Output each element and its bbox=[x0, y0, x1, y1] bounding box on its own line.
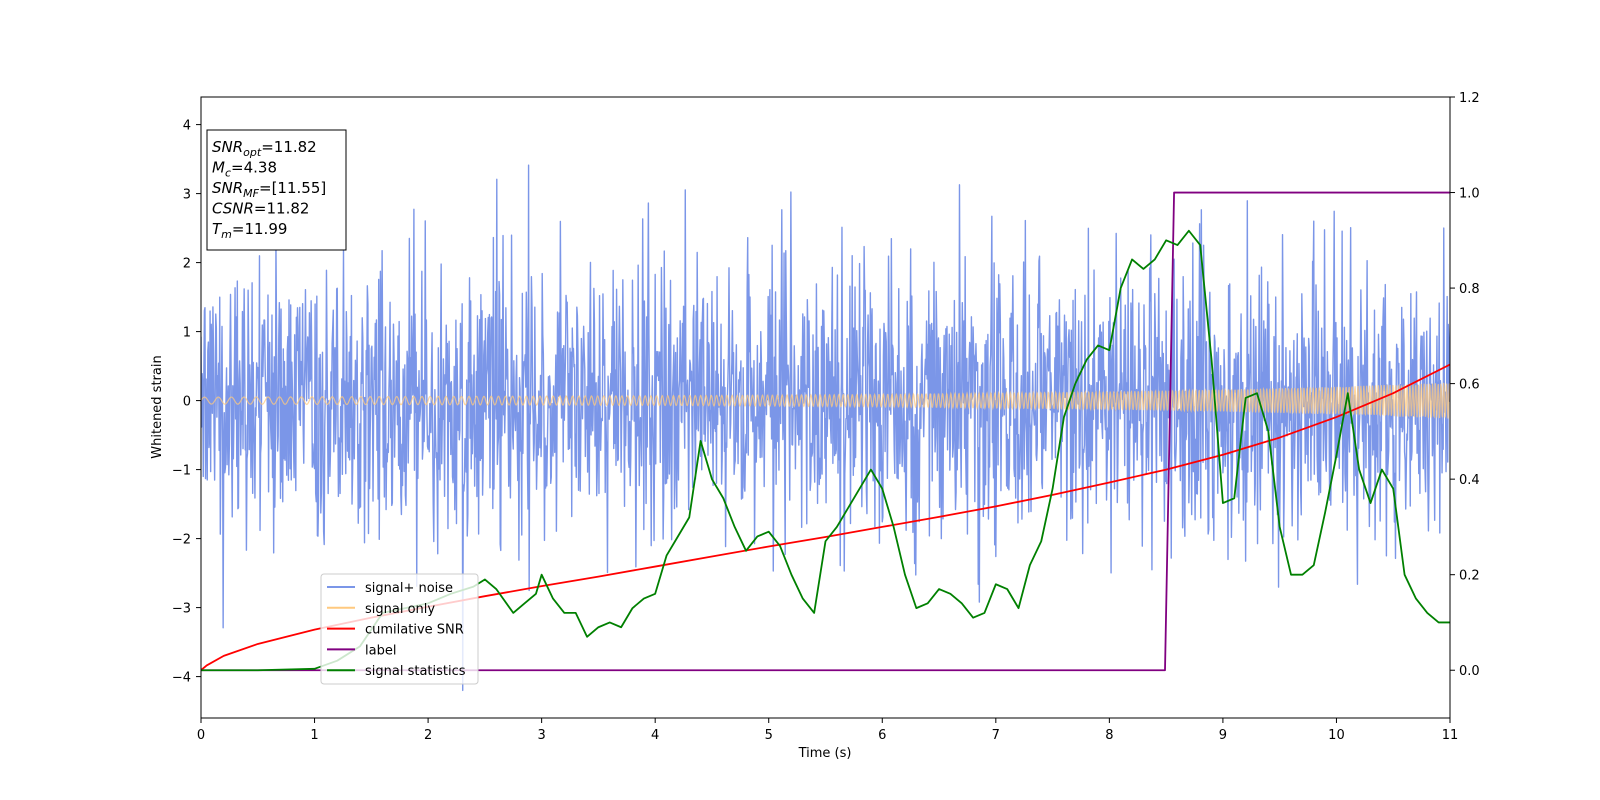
stats-annotation-box: SNRopt=11.82Mc=4.38SNRMF=[11.55]CSNR=11.… bbox=[206, 129, 347, 251]
annotation-frame bbox=[206, 129, 347, 251]
annotation-line: Tm=11.99 bbox=[212, 220, 287, 241]
legend-entry: cumilative SNR bbox=[365, 623, 464, 638]
series-cumulative-snr bbox=[201, 363, 1450, 671]
y-tick-label: −1 bbox=[172, 464, 191, 479]
x-tick-label: 3 bbox=[537, 728, 545, 743]
legend-entry: label bbox=[365, 643, 396, 658]
x-tick-label: 5 bbox=[765, 728, 773, 743]
x-tick-label: 2 bbox=[424, 728, 432, 743]
y-axis-left: −4 −3 −2 −1 0 1 2 3 4 bbox=[172, 119, 201, 686]
y-tick-label: −3 bbox=[172, 602, 191, 617]
y-tick-label: −2 bbox=[172, 533, 191, 548]
plot-series bbox=[201, 164, 1450, 692]
y-tick-label: 0 bbox=[183, 395, 191, 410]
y2-tick-label: 0.6 bbox=[1459, 378, 1480, 393]
legend-entry: signal statistics bbox=[365, 664, 466, 679]
y2-tick-label: 0.4 bbox=[1459, 473, 1480, 488]
annotation-line: SNRopt=11.82 bbox=[212, 138, 317, 159]
y-tick-label: 2 bbox=[183, 257, 191, 272]
y2-tick-label: 0.0 bbox=[1459, 664, 1480, 679]
series-signal-plus-noise bbox=[201, 164, 1450, 692]
x-axis: 0 1 2 3 4 5 6 7 8 9 10 11 bbox=[197, 718, 1458, 743]
x-tick-label: 11 bbox=[1442, 728, 1459, 743]
x-tick-label: 9 bbox=[1219, 728, 1227, 743]
x-tick-label: 7 bbox=[992, 728, 1000, 743]
legend-entry: signal+ noise bbox=[365, 581, 453, 596]
legend-entry: signal only bbox=[365, 602, 435, 617]
y2-tick-label: 0.2 bbox=[1459, 569, 1480, 584]
y-tick-label: 4 bbox=[183, 119, 191, 134]
x-axis-label: Time (s) bbox=[798, 746, 852, 761]
y2-tick-label: 1.0 bbox=[1459, 187, 1480, 202]
annotation-line: SNRMF=[11.55] bbox=[212, 179, 326, 200]
legend-frame bbox=[320, 573, 479, 685]
y-axis-right: 0.0 0.2 0.4 0.6 0.8 1.0 1.2 bbox=[1450, 91, 1480, 679]
x-tick-label: 8 bbox=[1105, 728, 1113, 743]
x-tick-label: 4 bbox=[651, 728, 659, 743]
y-tick-label: −4 bbox=[172, 671, 191, 686]
series-signal-statistics bbox=[201, 229, 1450, 672]
series-signal-only bbox=[201, 382, 1450, 419]
plot-frame bbox=[200, 96, 1451, 719]
y-tick-label: 1 bbox=[183, 326, 191, 341]
y-axis-label: Whitened strain bbox=[150, 355, 165, 458]
x-tick-label: 6 bbox=[878, 728, 886, 743]
x-tick-label: 0 bbox=[197, 728, 205, 743]
series-label bbox=[201, 191, 1450, 672]
annotation-line: CSNR=11.82 bbox=[212, 200, 309, 218]
x-tick-label: 10 bbox=[1328, 728, 1345, 743]
y-tick-label: 3 bbox=[183, 188, 191, 203]
y2-tick-label: 0.8 bbox=[1459, 282, 1480, 297]
y2-tick-label: 1.2 bbox=[1459, 91, 1480, 106]
legend: signal+ noise signal only cumilative SNR la… bbox=[320, 573, 479, 685]
annotation-line: Mc=4.38 bbox=[212, 159, 277, 180]
x-tick-label: 1 bbox=[310, 728, 318, 743]
